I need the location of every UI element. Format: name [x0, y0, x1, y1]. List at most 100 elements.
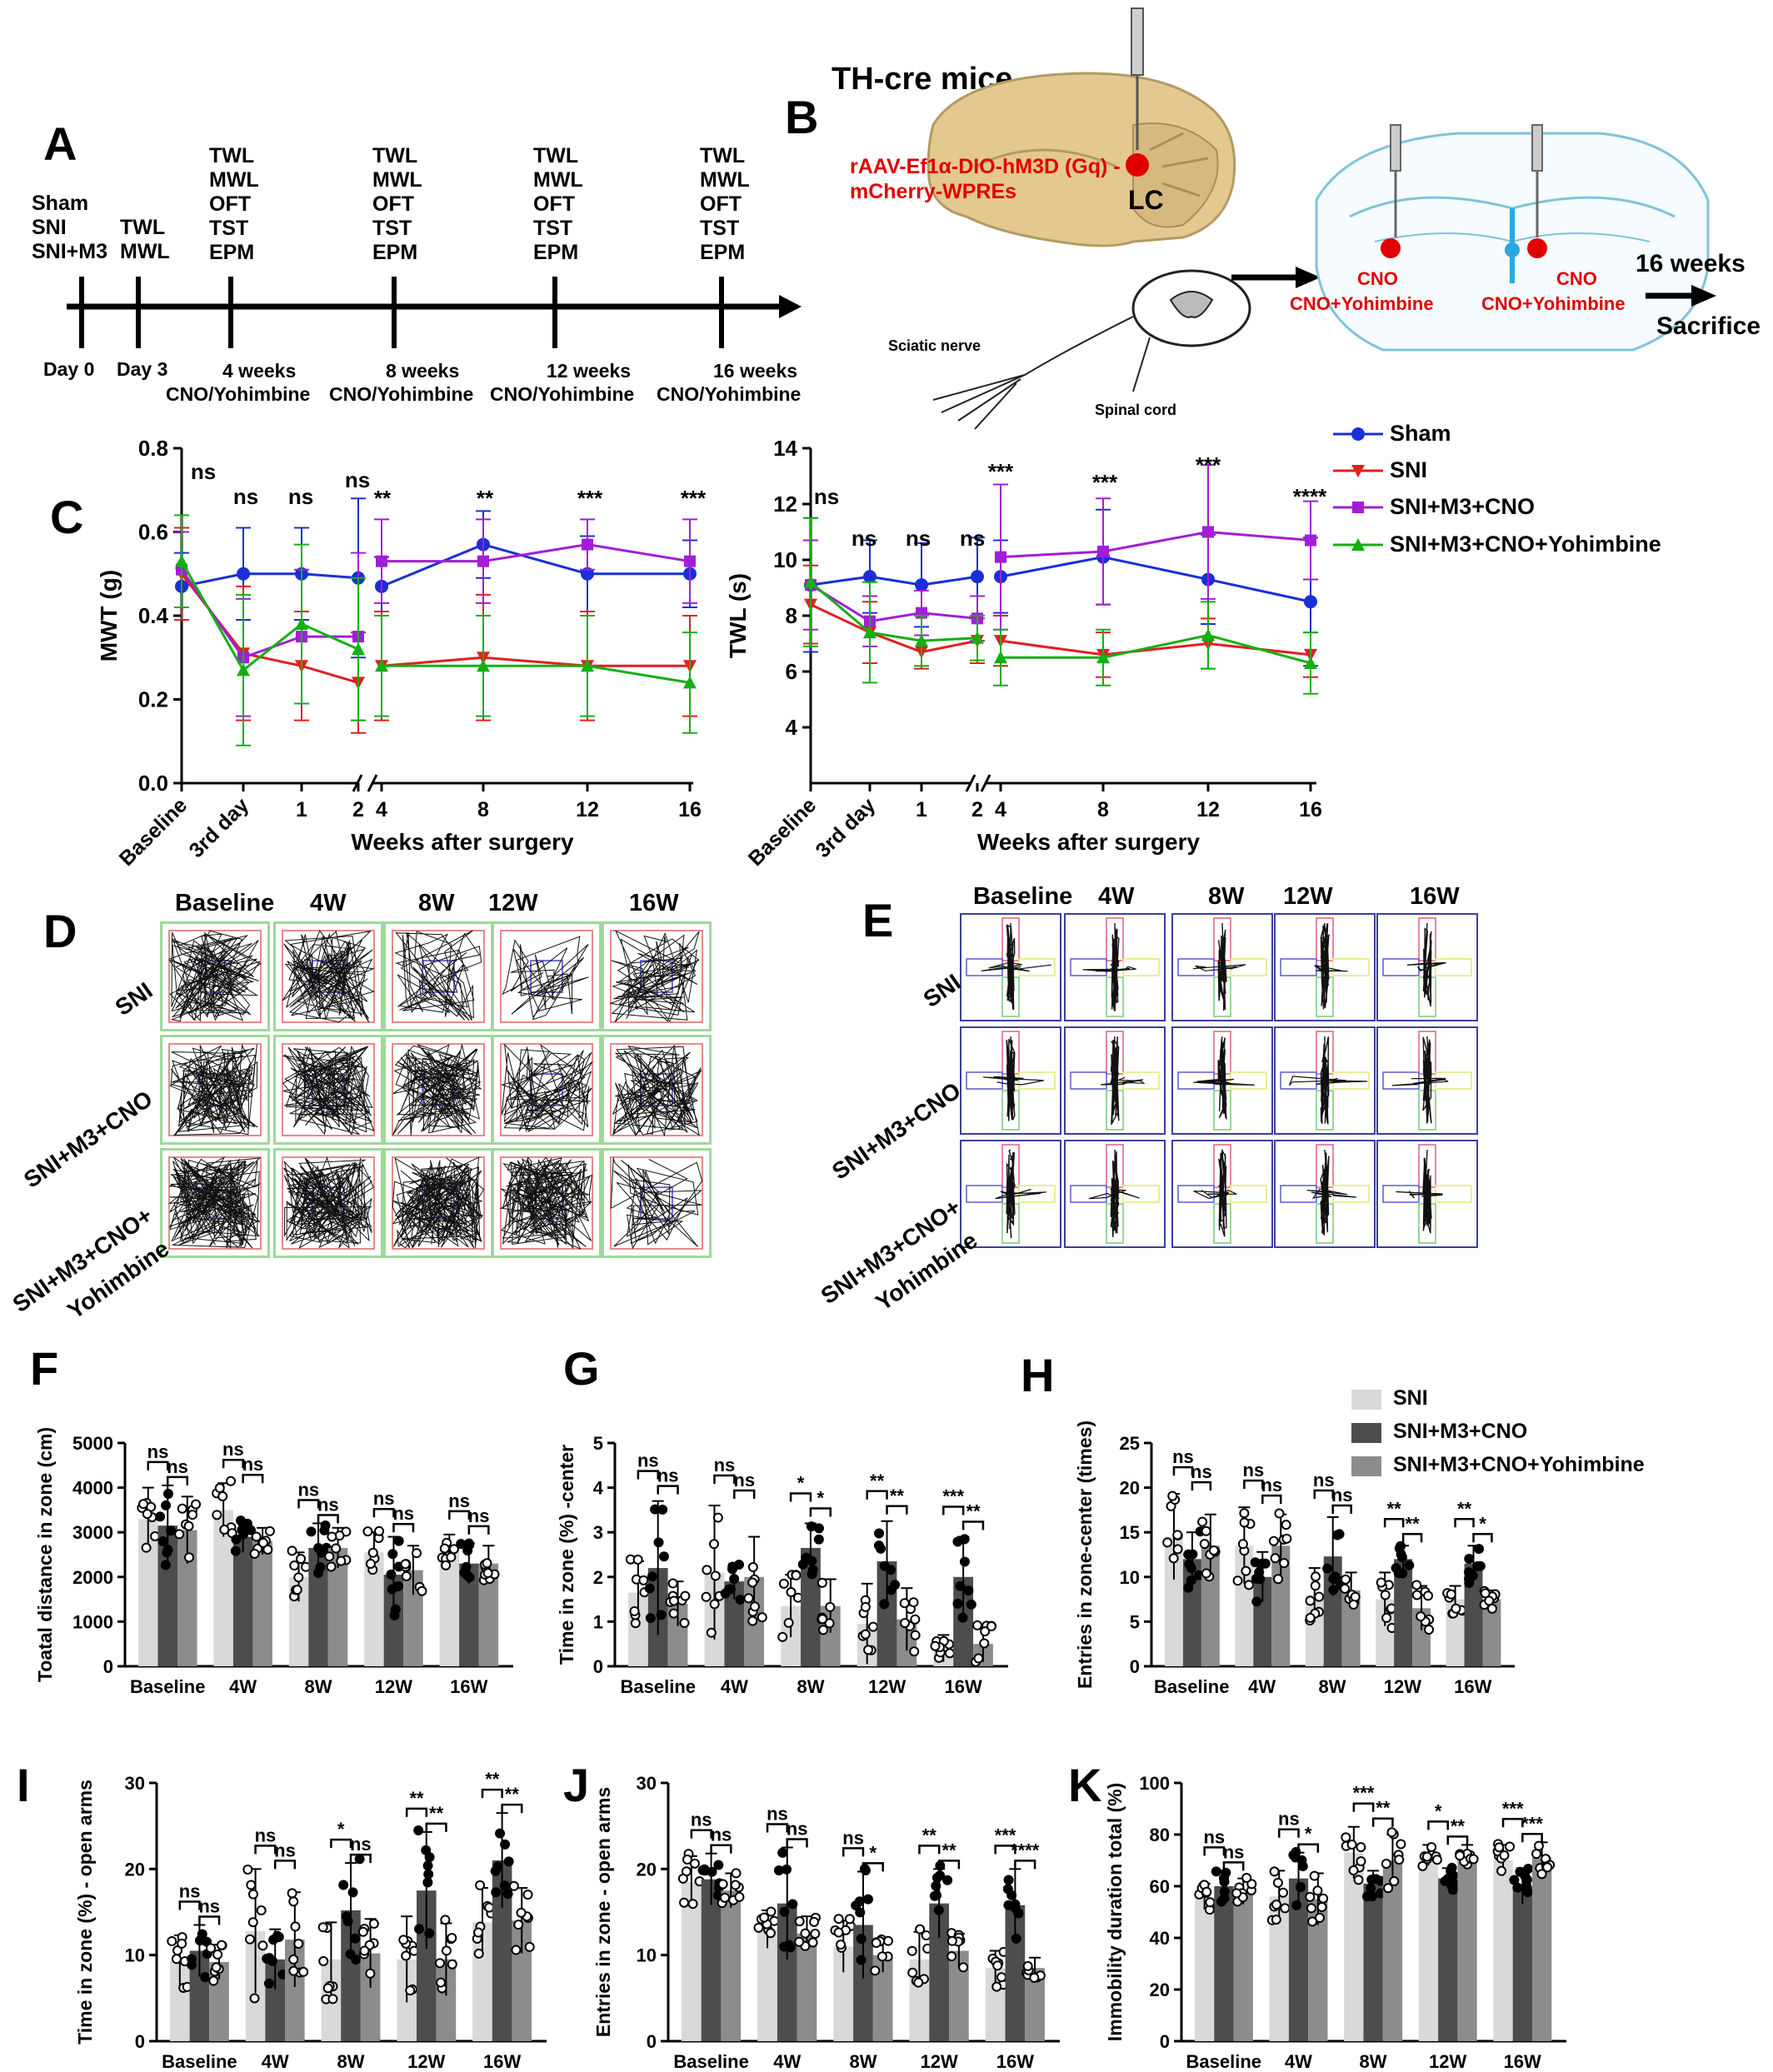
series-line-sni-m3-cno-yohimbine	[1001, 633, 1311, 665]
track-drawing	[392, 1156, 485, 1250]
data-dot	[1216, 1895, 1227, 1906]
x-tick-label: 12W	[375, 1676, 412, 1697]
data-dot	[422, 1860, 433, 1871]
significance-bracket	[349, 1853, 372, 1864]
data-dot	[264, 1525, 275, 1536]
significance-label: ns	[814, 484, 839, 509]
y-tick-label: 4000	[72, 1478, 113, 1499]
data-dot	[855, 1907, 866, 1918]
arena-outline	[282, 1043, 375, 1136]
data-dot	[1280, 1903, 1291, 1914]
data-dot	[398, 1935, 409, 1945]
legend-swatch	[1351, 1423, 1381, 1443]
data-point	[1304, 595, 1317, 609]
track-drawing	[167, 930, 262, 1023]
data-dot	[491, 1887, 502, 1898]
col-header: 16W	[1410, 883, 1460, 910]
bar	[1482, 1599, 1501, 1666]
data-dot	[979, 1638, 990, 1649]
data-dot	[667, 1578, 678, 1589]
data-dot	[730, 1880, 741, 1890]
bar	[1531, 1857, 1552, 2041]
data-dot	[794, 1936, 805, 1947]
data-dot	[315, 1562, 326, 1573]
data-dot	[400, 1559, 411, 1570]
significance-label: ns	[1313, 1470, 1335, 1490]
y-tick-label: 3	[593, 1522, 603, 1543]
data-dot	[225, 1475, 236, 1486]
significance-label: ns	[1203, 1826, 1225, 1847]
data-dot	[1241, 1565, 1251, 1576]
significance-label: **	[890, 1485, 905, 1506]
x-axis-title: Weeks after surgery	[977, 829, 1201, 855]
significance-label: ***	[1353, 1783, 1375, 1804]
significance-bracket	[330, 1838, 352, 1849]
y-tick-label: 15	[1120, 1522, 1140, 1543]
virus-line-2: mCherry-WPREs	[850, 180, 1017, 203]
data-dot	[1397, 1568, 1408, 1579]
x-tick-label: 16W	[1454, 1676, 1491, 1697]
significance-label: *	[1305, 1824, 1312, 1845]
movement-track	[1406, 961, 1446, 972]
data-dot	[1331, 1530, 1342, 1540]
axis-break	[965, 774, 991, 792]
bar	[1512, 1886, 1532, 2041]
significance-bracket	[1472, 1533, 1493, 1543]
data-dot	[1423, 1590, 1434, 1601]
data-dot	[368, 1919, 379, 1930]
significance-label: **	[505, 1784, 520, 1805]
bar	[853, 1925, 873, 2041]
open-arm-right	[1018, 958, 1056, 976]
bar	[327, 1547, 348, 1666]
legend-swatch	[1333, 427, 1383, 441]
data-dot	[991, 1981, 1002, 1992]
data-dot	[1451, 1603, 1461, 1614]
data-dot	[813, 1534, 824, 1545]
plus-maze-tile	[1376, 1026, 1478, 1135]
x-tick-label: Baseline	[1186, 2051, 1262, 2072]
significance-label: ns	[1172, 1446, 1194, 1467]
significance-label: **	[922, 1825, 937, 1845]
data-dot	[249, 1993, 260, 2004]
data-dot	[638, 1575, 649, 1585]
col-header: 12W	[1283, 883, 1333, 910]
data-dot	[706, 1627, 717, 1638]
data-dot	[417, 1585, 427, 1596]
bar	[170, 1960, 190, 2041]
col-header: 4W	[1098, 883, 1135, 910]
y-tick-label: 20	[1150, 1980, 1170, 2000]
significance-bracket	[372, 1507, 395, 1518]
bar	[949, 1950, 969, 2041]
legend-label: SNI	[1390, 457, 1428, 482]
data-dot	[511, 1945, 522, 1955]
movement-track	[1320, 1149, 1330, 1236]
open-arm-left	[1280, 1071, 1317, 1090]
test-label: OFT	[700, 192, 742, 216]
data-dot	[1464, 1553, 1475, 1564]
data-dot	[1496, 1865, 1507, 1876]
y-tick-label: 8	[786, 603, 797, 628]
significance-bracket	[710, 1844, 732, 1854]
significance-label: **	[374, 486, 392, 511]
significance-label: ns	[373, 1488, 395, 1509]
significance-label: **	[1406, 1513, 1421, 1534]
data-dot	[731, 1868, 742, 1879]
plus-maze-tile	[960, 1026, 1061, 1135]
y-tick-label: 10	[773, 547, 797, 572]
data-point	[581, 567, 594, 581]
significance-label: *	[337, 1819, 345, 1840]
data-dot	[860, 1629, 871, 1640]
test-label: TST	[700, 217, 740, 240]
data-dot	[1312, 1885, 1323, 1896]
data-dot	[327, 1531, 337, 1542]
data-dot	[439, 1543, 450, 1554]
significance-label: ns	[1223, 1841, 1245, 1862]
data-dot	[1232, 1575, 1243, 1586]
data-dot	[257, 1940, 268, 1951]
data-dot	[320, 1520, 331, 1531]
data-dot	[817, 1577, 827, 1588]
data-dot	[766, 1906, 777, 1917]
data-dot	[1003, 1875, 1014, 1885]
significance-label: ns	[297, 1479, 319, 1500]
test-label: EPM	[372, 241, 418, 264]
